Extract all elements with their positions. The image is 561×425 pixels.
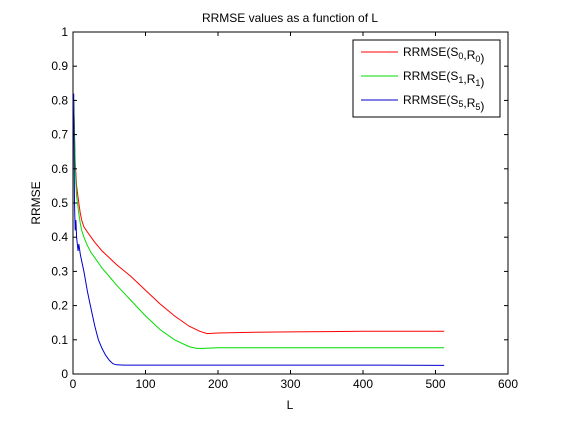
x-tick-label: 0 — [70, 377, 77, 391]
y-tick-label: 0 — [61, 367, 68, 381]
x-tick-label: 400 — [353, 377, 373, 391]
y-tick-label: 0.4 — [51, 230, 68, 244]
legend-text-part: 1 — [458, 75, 463, 85]
x-tick-label: 600 — [498, 377, 518, 391]
series-layer — [73, 93, 445, 366]
y-tick-label: 0.5 — [51, 196, 68, 210]
legend-label-0: RRMSE(S0,R0) — [403, 45, 484, 65]
legend-text-part: ) — [480, 75, 484, 89]
legend-text-part: 1 — [475, 78, 480, 88]
y-tick-label: 0.2 — [51, 299, 68, 313]
legend: RRMSE(S0,R0)RRMSE(S1,R1)RRMSE(S5,R5) — [352, 39, 501, 118]
x-tick-label: 100 — [135, 377, 155, 391]
series-line-2 — [73, 93, 445, 366]
chart-title: RRMSE values as a function of L — [202, 11, 378, 25]
y-tick-label: 0.8 — [51, 93, 68, 107]
y-tick-label: 0.9 — [51, 59, 68, 73]
legend-text-part: ,R — [463, 48, 475, 62]
x-tick-label: 500 — [425, 377, 445, 391]
y-tick-label: 0.3 — [51, 264, 68, 278]
legend-label-1: RRMSE(S1,R1) — [403, 69, 484, 89]
x-tick-label: 300 — [280, 377, 300, 391]
legend-text-part: RRMSE(S — [403, 45, 458, 59]
legend-text-part: RRMSE(S — [403, 69, 458, 83]
legend-text-part: 5 — [458, 99, 463, 109]
series-line-0 — [73, 100, 445, 335]
series-line-1 — [73, 100, 445, 349]
legend-text-part: ,R — [463, 72, 475, 86]
legend-label-2: RRMSE(S5,R5) — [403, 93, 484, 113]
legend-text-part: ) — [480, 99, 484, 113]
legend-text-part: RRMSE(S — [403, 93, 458, 107]
legend-text-part: ,R — [463, 96, 475, 110]
y-tick-label: 0.1 — [51, 333, 68, 347]
y-axis-label: RRMSE — [29, 181, 43, 224]
legend-text-part: 0 — [475, 54, 480, 64]
y-tick-label: 0.6 — [51, 162, 68, 176]
legend-box — [352, 39, 501, 118]
legend-text-part: 0 — [458, 51, 463, 61]
legend-text-part: 5 — [475, 102, 480, 112]
x-axis-label: L — [287, 398, 294, 412]
legend-text-part: ) — [480, 51, 484, 65]
ticks-layer: 0 100 200 300 400 500 60000.10.20.30.40.50.60.… — [51, 25, 518, 391]
x-tick-label: 200 — [208, 377, 228, 391]
y-tick-label: 1 — [61, 25, 68, 39]
y-tick-label: 0.7 — [51, 128, 68, 142]
